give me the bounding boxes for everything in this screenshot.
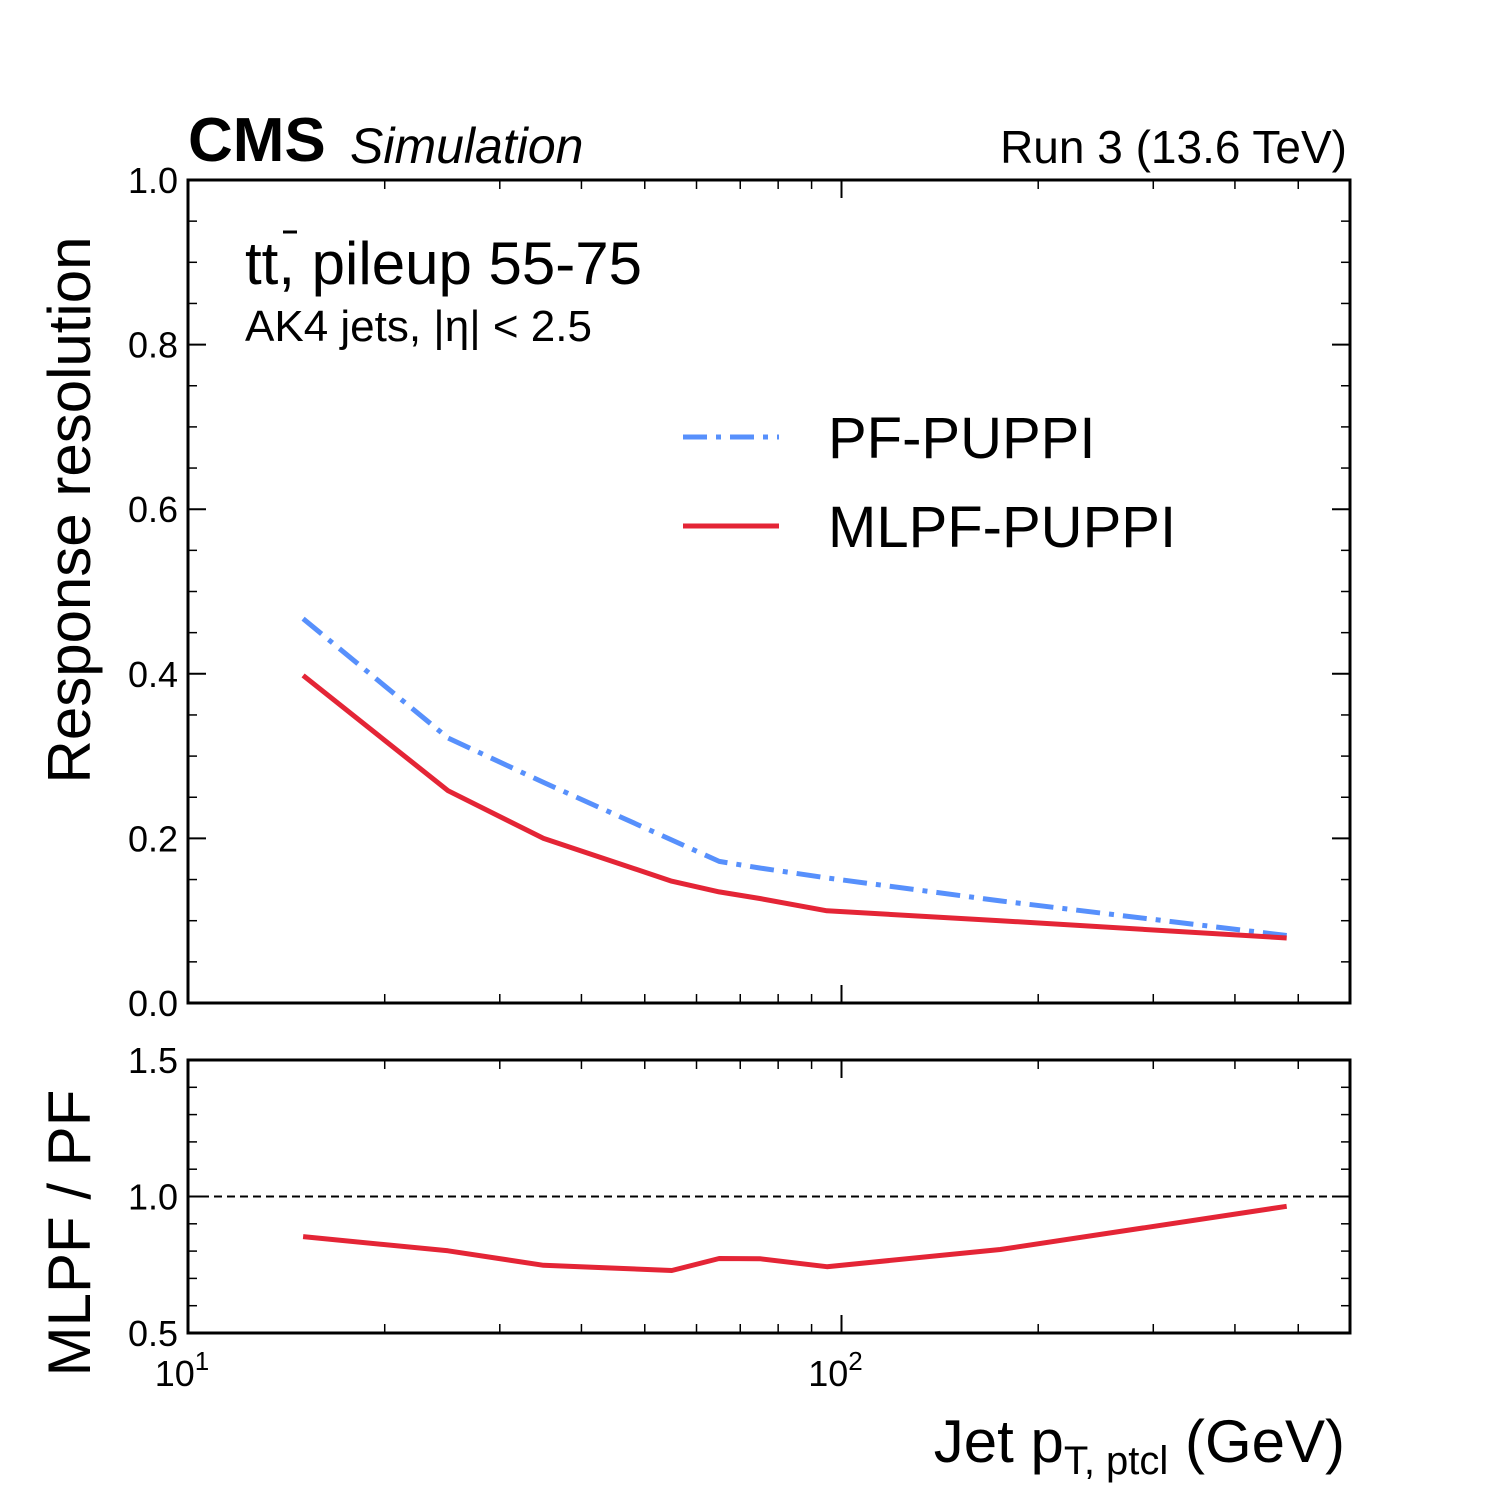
y-axis-title-main: Response resolution (36, 236, 103, 783)
lumi-label: Run 3 (13.6 TeV) (1000, 121, 1347, 173)
process-bar-t: t (262, 230, 279, 297)
x-axis-title: Jet pT, ptcl (GeV) (934, 1408, 1345, 1483)
legend-mlpf-puppi-label: MLPF-PUPPI (828, 495, 1176, 560)
y-tick-label: 0.8 (128, 325, 178, 366)
x-tick-label: 101 (155, 1346, 210, 1394)
main-series (301, 616, 1287, 941)
x-tick-labels: 101 102 (155, 1346, 863, 1394)
series-line-mlpf-pf (302, 1203, 1288, 1273)
y-tick-label: 0.0 (128, 983, 178, 1024)
ratio-frame (186, 1058, 1352, 1335)
ratio-tick-labels: 0.5 1.0 1.5 (128, 1040, 178, 1354)
main-frame (186, 178, 1352, 1005)
ratio-panel: 0.5 1.0 1.5 MLPF / PF (36, 1040, 1352, 1377)
y-tick-label: 0.2 (128, 818, 178, 859)
y-tick-label: 1.5 (128, 1040, 178, 1081)
series-line-pf-puppi (301, 616, 1287, 938)
y-tick-label: 0.5 (128, 1313, 178, 1354)
ratio-series (302, 1203, 1288, 1273)
main-panel: 0.0 0.2 0.4 0.6 0.8 1.0 tt, pileup 55-75 AK4 … (36, 160, 1352, 1024)
process-label: tt, pileup 55-75 (245, 230, 642, 297)
y-tick-label: 1.0 (128, 1177, 178, 1218)
experiment-label: CMS (188, 106, 326, 175)
y-axis-title-ratio: MLPF / PF (36, 1090, 103, 1377)
selection-label: AK4 jets, |η| < 2.5 (245, 302, 592, 351)
legend: PF-PUPPI MLPF-PUPPI (683, 406, 1176, 560)
legend-pf-puppi-label: PF-PUPPI (828, 406, 1096, 471)
y-tick-label: 0.6 (128, 489, 178, 530)
y-tick-label: 0.4 (128, 654, 178, 695)
main-tick-labels: 0.0 0.2 0.4 0.6 0.8 1.0 (128, 160, 178, 1024)
y-tick-label: 1.0 (128, 160, 178, 201)
x-tick-label: 102 (808, 1346, 863, 1394)
series-line-mlpf-puppi (301, 673, 1287, 941)
status-label: Simulation (350, 118, 583, 174)
